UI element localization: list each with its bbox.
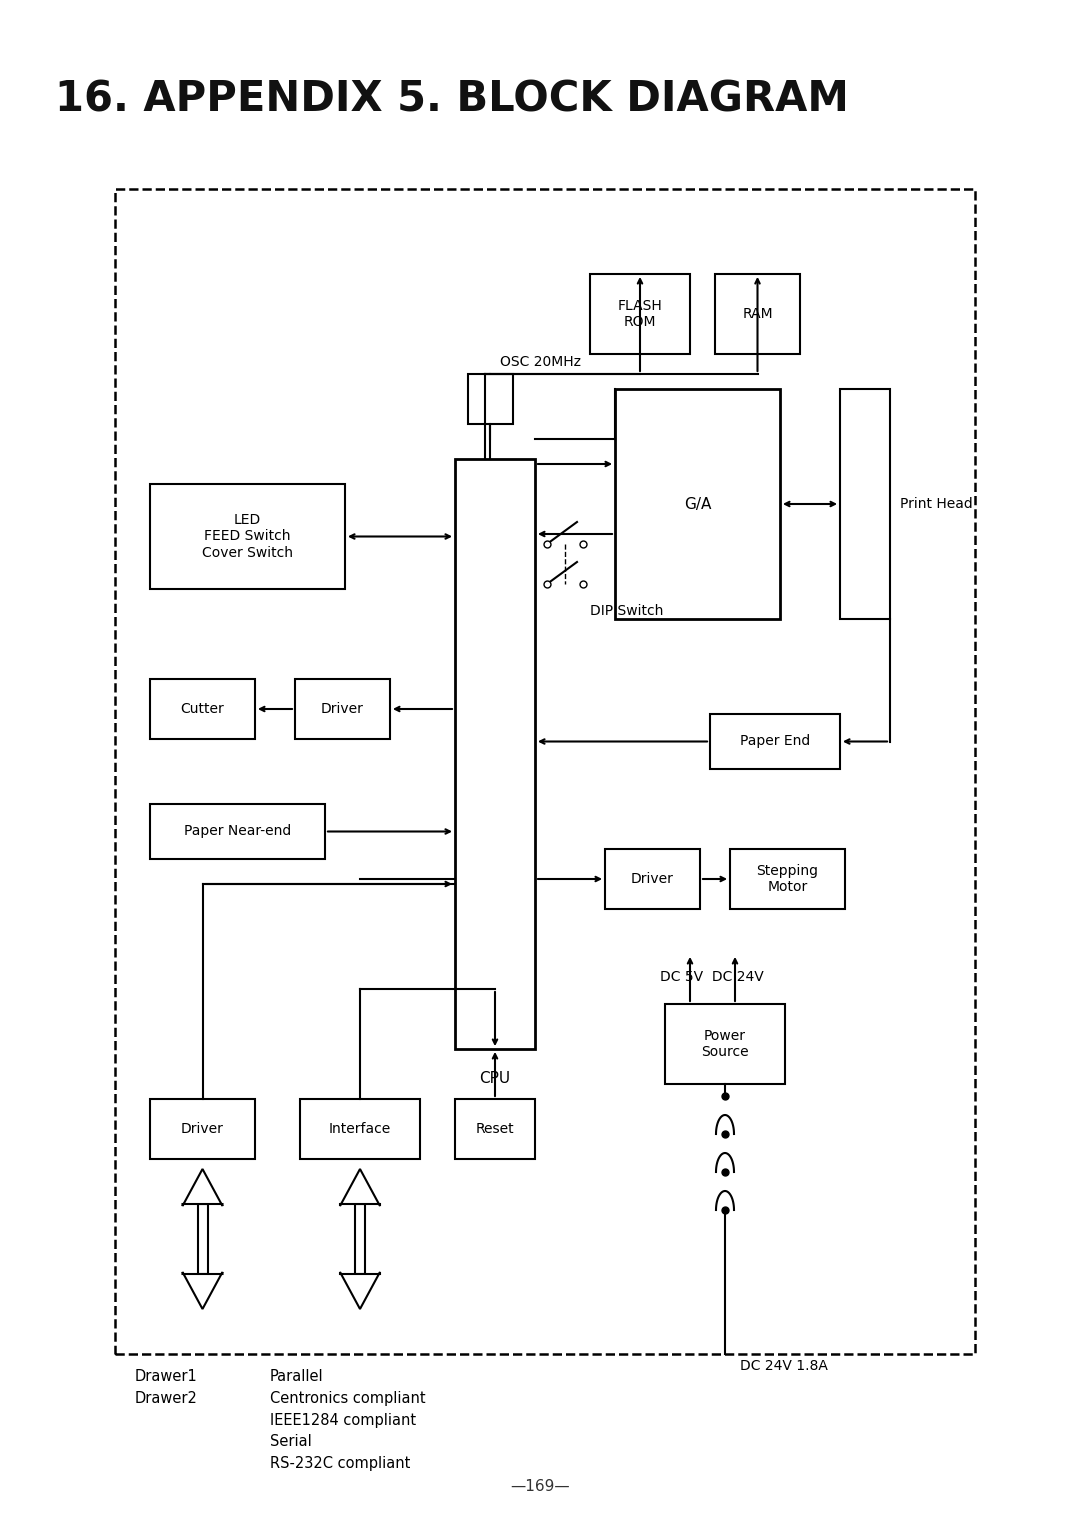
Text: DC 5V  DC 24V: DC 5V DC 24V (660, 969, 764, 985)
Bar (198, 1203, 207, 1274)
Text: DC 24V 1.8A: DC 24V 1.8A (740, 1359, 828, 1373)
Bar (300, 1099, 420, 1159)
Text: LED
FEED Switch
Cover Switch: LED FEED Switch Cover Switch (202, 514, 293, 560)
Bar (455, 459, 535, 1049)
Text: Cutter: Cutter (180, 702, 225, 716)
Text: DIP Switch: DIP Switch (590, 604, 663, 618)
Text: CPU: CPU (480, 1070, 511, 1086)
Text: Driver: Driver (321, 702, 364, 716)
Text: —169—: —169— (510, 1479, 570, 1494)
Text: Driver: Driver (181, 1122, 224, 1136)
Text: Stepping
Motor: Stepping Motor (756, 864, 819, 894)
Text: RAM: RAM (742, 307, 773, 321)
Text: G/A: G/A (684, 497, 712, 512)
Bar (150, 679, 255, 739)
Text: Paper Near-end: Paper Near-end (184, 824, 292, 838)
Bar (730, 849, 845, 910)
Bar (590, 274, 690, 355)
Bar (715, 274, 800, 355)
Bar (355, 1203, 365, 1274)
Polygon shape (183, 1272, 222, 1309)
Bar (150, 804, 325, 859)
Text: Power
Source: Power Source (701, 1029, 748, 1060)
Text: FLASH
ROM: FLASH ROM (618, 298, 662, 329)
Text: Driver: Driver (631, 872, 674, 885)
Bar (150, 1099, 255, 1159)
Text: Reset: Reset (475, 1122, 514, 1136)
Bar (468, 375, 513, 424)
Bar (295, 679, 390, 739)
Text: Paper End: Paper End (740, 734, 810, 749)
Text: Print Head: Print Head (900, 497, 973, 511)
Bar (605, 849, 700, 910)
Bar (114, 190, 975, 1355)
Text: Interface: Interface (329, 1122, 391, 1136)
Bar (150, 485, 345, 589)
Text: 16. APPENDIX 5. BLOCK DIAGRAM: 16. APPENDIX 5. BLOCK DIAGRAM (55, 80, 849, 121)
Bar (615, 388, 780, 619)
Text: Drawer1
Drawer2: Drawer1 Drawer2 (135, 1368, 198, 1407)
Polygon shape (183, 1170, 222, 1206)
Polygon shape (340, 1272, 380, 1309)
Bar (710, 714, 840, 769)
Polygon shape (340, 1170, 380, 1206)
Text: Parallel
Centronics compliant
IEEE1284 compliant: Parallel Centronics compliant IEEE1284 c… (270, 1368, 426, 1428)
Bar (840, 388, 890, 619)
Bar (455, 1099, 535, 1159)
Text: Serial
RS-232C compliant: Serial RS-232C compliant (270, 1434, 410, 1471)
Text: OSC 20MHz: OSC 20MHz (500, 355, 581, 368)
Bar (665, 1005, 785, 1084)
